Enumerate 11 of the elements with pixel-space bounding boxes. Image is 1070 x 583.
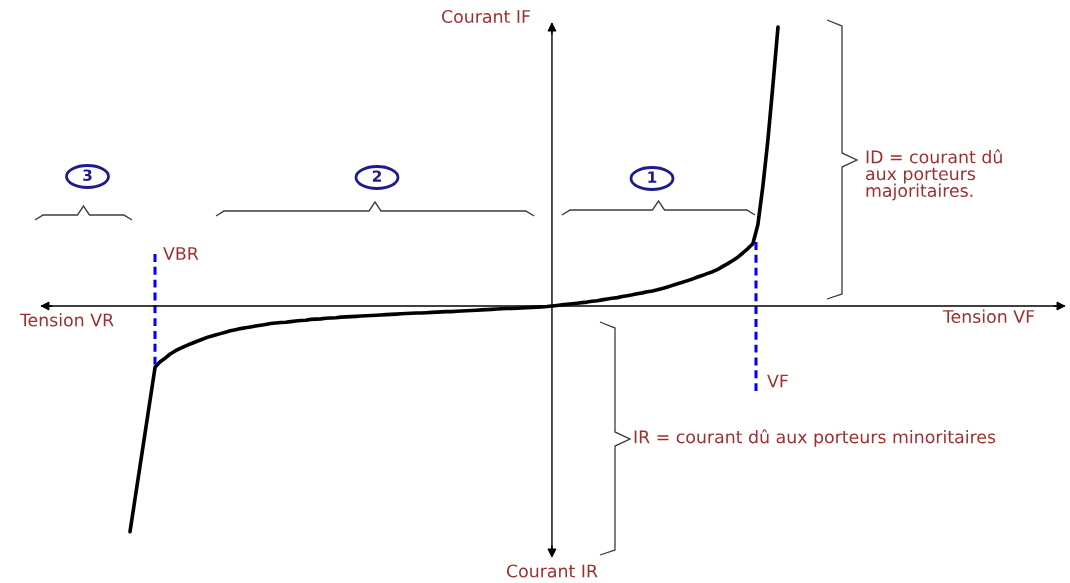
text: ID = courant dû aux porteurs majoritaires. — [866, 149, 1002, 201]
text: Tension VF — [942, 309, 1035, 324]
annotation: 2 — [372, 170, 381, 182]
annotation: VF — [767, 374, 788, 388]
text: Courant IR — [506, 564, 598, 578]
text: 3 — [83, 169, 92, 181]
text: Tension VR — [19, 313, 114, 327]
annotation: IR = courant dû aux porteurs minoritaires — [634, 429, 996, 447]
annotation: 1 — [648, 171, 657, 183]
y-axis-title: Courant IF — [442, 9, 530, 24]
annotation: VBR — [163, 247, 199, 260]
